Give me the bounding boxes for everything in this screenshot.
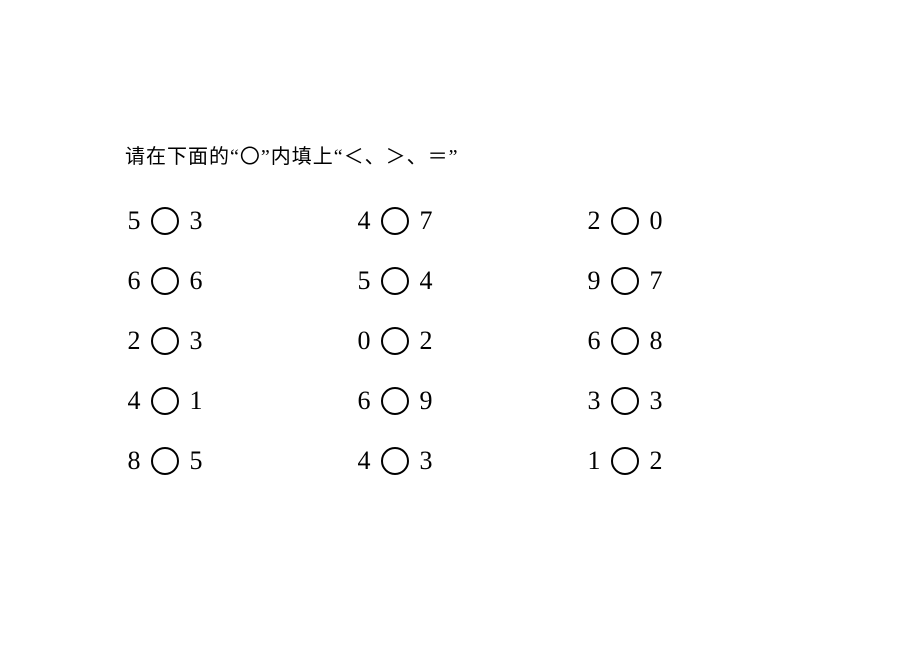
left-number: 6: [125, 268, 143, 294]
left-number: 6: [355, 388, 373, 414]
answer-circle[interactable]: [381, 387, 409, 415]
left-number: 5: [355, 268, 373, 294]
left-number: 5: [125, 208, 143, 234]
right-number: 4: [417, 268, 435, 294]
right-number: 8: [647, 328, 665, 354]
right-number: 3: [187, 208, 205, 234]
left-number: 0: [355, 328, 373, 354]
answer-circle[interactable]: [381, 267, 409, 295]
right-number: 2: [417, 328, 435, 354]
problem-cell: 5 4: [355, 267, 585, 295]
answer-circle[interactable]: [611, 267, 639, 295]
right-number: 7: [417, 208, 435, 234]
right-number: 3: [417, 448, 435, 474]
left-number: 1: [585, 448, 603, 474]
problems-grid: 5 3 4 7 2 0 6 6 5 4 9 7: [125, 207, 920, 475]
problem-cell: 2 0: [585, 207, 815, 235]
right-number: 9: [417, 388, 435, 414]
left-number: 8: [125, 448, 143, 474]
problem-cell: 0 2: [355, 327, 585, 355]
right-number: 3: [647, 388, 665, 414]
right-number: 6: [187, 268, 205, 294]
answer-circle[interactable]: [151, 387, 179, 415]
right-number: 5: [187, 448, 205, 474]
problem-cell: 5 3: [125, 207, 355, 235]
right-number: 7: [647, 268, 665, 294]
worksheet-page: 请在下面的“〇”内填上“＜、＞、＝” 5 3 4 7 2 0 6 6 5 4: [0, 0, 920, 649]
answer-circle[interactable]: [381, 327, 409, 355]
left-number: 2: [125, 328, 143, 354]
problem-cell: 2 3: [125, 327, 355, 355]
left-number: 2: [585, 208, 603, 234]
answer-circle[interactable]: [611, 447, 639, 475]
problem-cell: 4 3: [355, 447, 585, 475]
left-number: 9: [585, 268, 603, 294]
problem-cell: 4 7: [355, 207, 585, 235]
problem-cell: 6 6: [125, 267, 355, 295]
instruction-text: 请在下面的“〇”内填上“＜、＞、＝”: [125, 140, 920, 169]
answer-circle[interactable]: [151, 267, 179, 295]
problem-cell: 6 9: [355, 387, 585, 415]
left-number: 4: [125, 388, 143, 414]
problem-cell: 1 2: [585, 447, 815, 475]
problem-cell: 6 8: [585, 327, 815, 355]
answer-circle[interactable]: [151, 207, 179, 235]
answer-circle[interactable]: [381, 447, 409, 475]
left-number: 6: [585, 328, 603, 354]
problem-cell: 8 5: [125, 447, 355, 475]
left-number: 3: [585, 388, 603, 414]
left-number: 4: [355, 448, 373, 474]
left-number: 4: [355, 208, 373, 234]
right-number: 2: [647, 448, 665, 474]
answer-circle[interactable]: [611, 327, 639, 355]
answer-circle[interactable]: [381, 207, 409, 235]
answer-circle[interactable]: [611, 387, 639, 415]
answer-circle[interactable]: [611, 207, 639, 235]
right-number: 0: [647, 208, 665, 234]
right-number: 3: [187, 328, 205, 354]
problem-cell: 9 7: [585, 267, 815, 295]
right-number: 1: [187, 388, 205, 414]
problem-cell: 4 1: [125, 387, 355, 415]
problem-cell: 3 3: [585, 387, 815, 415]
answer-circle[interactable]: [151, 447, 179, 475]
answer-circle[interactable]: [151, 327, 179, 355]
